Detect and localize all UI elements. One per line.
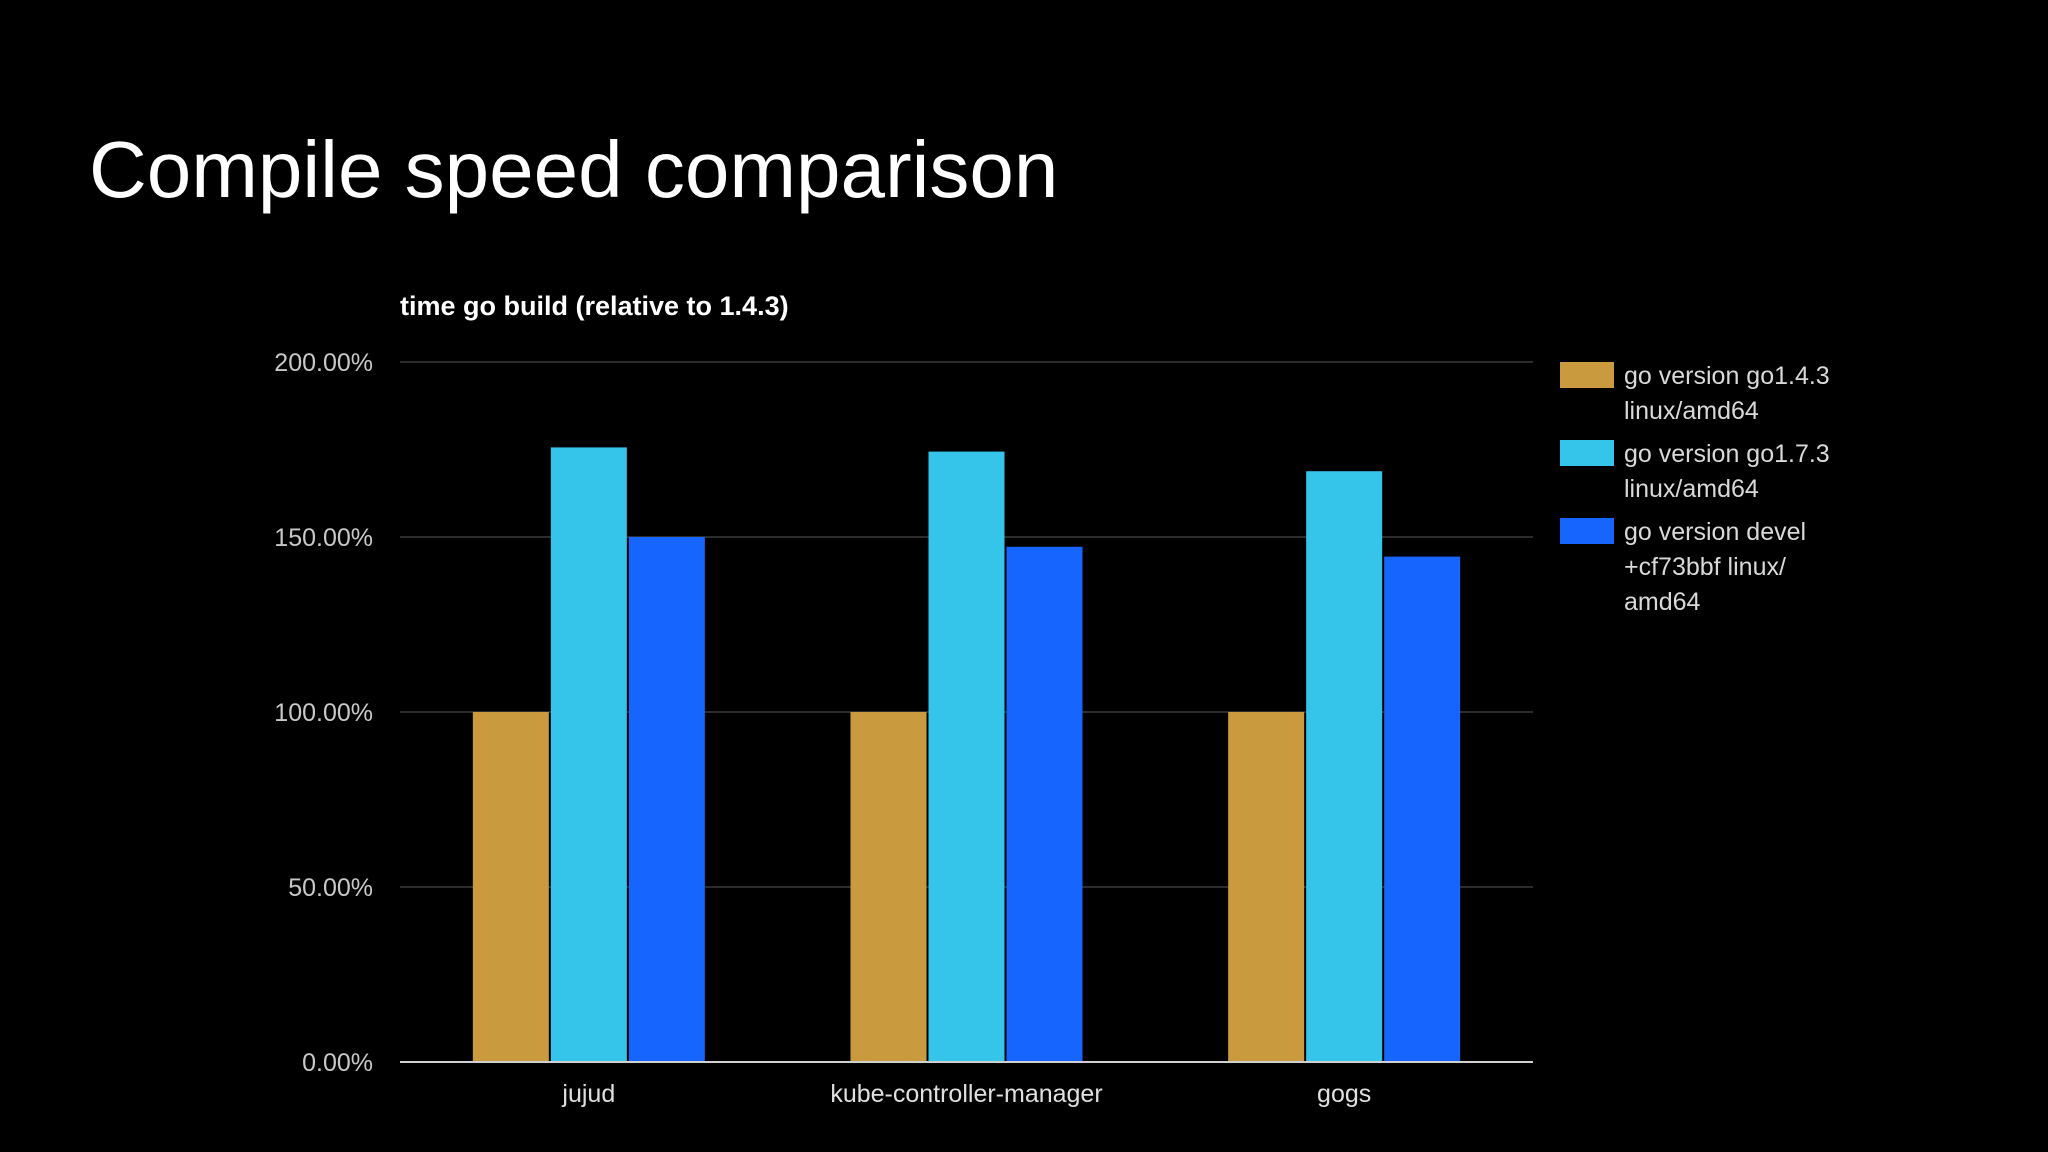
chart-title: time go build (relative to 1.4.3) (400, 291, 789, 321)
legend-label: go version go1.4.3 (1624, 362, 1830, 390)
y-tick-label: 100.00% (274, 699, 373, 727)
bar (928, 451, 1005, 1063)
bars (472, 447, 1461, 1063)
bar (472, 712, 549, 1062)
legend-item: go version devel +cf73bbf linux/amd64 (1560, 518, 1806, 616)
legend-swatch (1560, 440, 1614, 466)
legend-label: linux/amd64 (1624, 397, 1759, 425)
y-tick-label: 50.00% (288, 874, 373, 902)
legend-swatch (1560, 518, 1614, 544)
legend-label: go version go1.7.3 (1624, 440, 1830, 468)
legend-label: go version devel (1624, 518, 1806, 546)
bar (1228, 712, 1305, 1062)
x-tick-label: kube-controller-manager (830, 1080, 1102, 1108)
legend-label: +cf73bbf linux/ (1624, 553, 1786, 581)
y-tick-label: 150.00% (274, 524, 373, 552)
legend-item: go version go1.7.3 linux/amd64 (1560, 440, 1830, 503)
bar (550, 447, 627, 1062)
legend-label: amd64 (1624, 588, 1701, 616)
x-axis-ticks: jujud kube-controller-manager gogs (561, 1080, 1371, 1108)
legend-item: go version go1.4.3 linux/amd64 (1560, 362, 1830, 425)
legend-label: linux/amd64 (1624, 475, 1759, 503)
y-tick-label: 0.00% (302, 1049, 373, 1077)
bar (1006, 546, 1083, 1062)
bar (850, 712, 927, 1062)
bar (1306, 471, 1383, 1062)
bar (628, 537, 705, 1062)
slide-title: Compile speed comparison (89, 125, 1059, 214)
legend-swatch (1560, 362, 1614, 388)
y-tick-label: 200.00% (274, 349, 373, 377)
bar (1384, 556, 1461, 1062)
x-tick-label: gogs (1317, 1080, 1371, 1108)
y-axis-ticks: 0.00% 50.00% 100.00% 150.00% 200.00% (274, 349, 373, 1077)
x-tick-label: jujud (561, 1080, 615, 1108)
